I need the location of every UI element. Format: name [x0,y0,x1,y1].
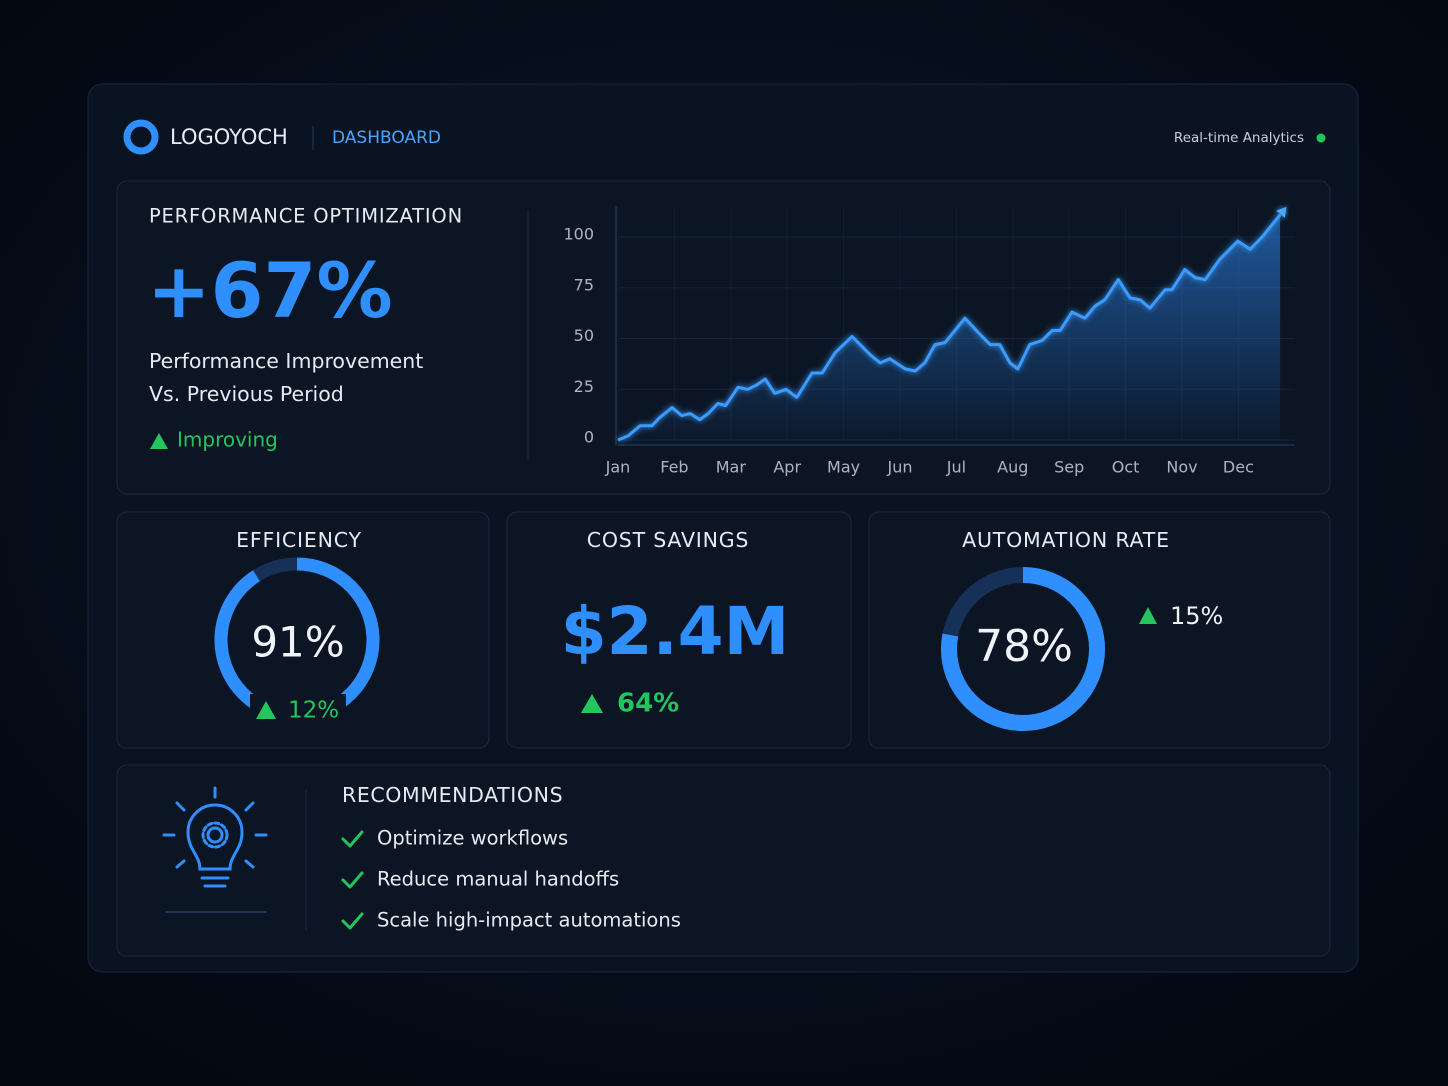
bulb-icon [162,786,268,888]
change-value: 15% [1170,602,1223,630]
kpi-value: $2.4M [561,593,790,670]
recommendation-item: Reduce manual handoffs [377,868,619,891]
arrow-head [1276,206,1287,218]
y-tick-label: 50 [574,326,594,345]
change-value: 64% [617,689,679,719]
efficiency-card [116,511,490,749]
logo-icon [123,119,159,155]
trend-icon [150,433,168,449]
status-dot [1316,133,1326,143]
change-icon [1139,607,1157,624]
card-title: COST SAVINGS [587,528,750,552]
x-tick-label: Apr [773,458,801,477]
nav-dashboard[interactable]: DASHBOARD [332,128,441,148]
x-tick-label: Nov [1166,458,1197,477]
area [618,214,1281,445]
logo-text: LOGOYOCH [170,125,288,149]
section-title: RECOMMENDATIONS [342,783,563,807]
cost-card [506,511,852,749]
recommendation-item: Scale high-impact automations [377,909,681,932]
card-title: EFFICIENCY [236,528,362,552]
kpi-subtitle: Vs. Previous Period [149,382,344,406]
check-icon [341,871,364,889]
x-tick-label: Feb [660,458,688,477]
y-tick-label: 100 [563,225,594,244]
change-value: 12% [288,698,339,724]
y-tick-label: 75 [574,275,594,294]
x-tick-label: Aug [997,458,1028,477]
x-tick-label: Jul [946,458,966,477]
kpi-subtitle: Performance Improvement [149,349,423,373]
line [617,213,1282,442]
trend-text: Improving [177,428,278,452]
status-text: Real-time Analytics [1174,130,1304,146]
card-title: AUTOMATION RATE [962,528,1170,552]
change-icon [581,694,603,713]
x-tick-label: Mar [716,458,747,477]
recommendation-list: Optimize workflows Reduce manual handoffs… [341,827,681,932]
y-tick-label: 0 [584,428,594,447]
x-tick-label: Jun [887,458,913,477]
y-tick-label: 25 [574,377,594,396]
x-tick-label: Dec [1223,458,1254,477]
gauge-value: 78% [975,621,1073,672]
change-icon [256,701,276,719]
check-icon [341,912,364,930]
recommendation-item: Optimize workflows [377,827,568,850]
check-icon [341,830,364,848]
line-chart: 0 25 50 75 100 Jan Feb Mar Apr May Jun Jul Aug Sep Oct… [563,206,1295,477]
gauge-arc [941,567,1105,731]
kpi-value: +67% [147,246,393,335]
gauge-value: 91% [251,618,344,667]
x-tick-label: Sep [1054,458,1084,477]
recommendations-card [116,764,1331,957]
x-tick-label: May [827,458,860,477]
x-tick-label: Oct [1112,458,1140,477]
x-tick-label: Jan [605,458,631,477]
card-title: PERFORMANCE OPTIMIZATION [149,205,463,228]
